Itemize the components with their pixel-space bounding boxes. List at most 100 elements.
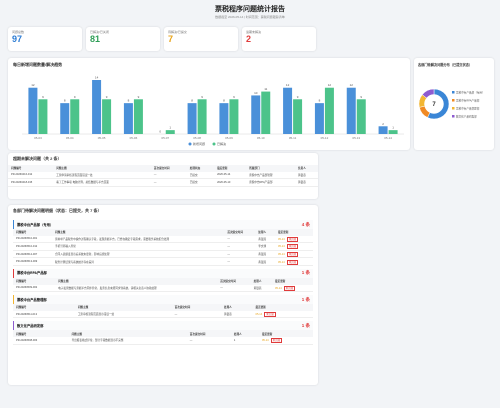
status-tag: 未回复 [286,236,299,242]
cell-text: PR-20260416-012 [11,173,33,177]
cell: — [224,235,256,244]
bar [356,99,366,134]
column-header: 负责人 [295,165,318,172]
legend-swatch [452,91,455,94]
table: 问题编号 问题主题 首次提交时间 处理人 最近更新 PR-20260510-001 票种单产… [13,229,313,266]
legend-swatch [188,142,192,146]
bar [165,130,175,134]
bar [102,99,112,134]
header-row: 问题编号 问题主题 首次提交时间 处理人 最近更新 [13,229,313,236]
column-header: 处理人 [220,304,253,311]
table-row: PR-20260416-012 工票申请审核流程页面错误一处 — 已提交 2026-05… [8,171,318,180]
table-row: PR-20260510-012 手机号码输入异常 — 李文博 05-14 未回复 [13,242,313,251]
x-tick-label: 05-03 [34,136,42,140]
cell-text: 05-14 [278,237,285,241]
cell-text: 合同入表额度显示后系统未更新，影响后续处理 [55,253,110,257]
dept-name: 数文化产品研发部 [17,323,44,328]
dept-count: 1 条 [301,322,310,328]
column-header: 问题编号 [8,165,54,172]
table-row: PR-20260513-009 税务计算结果与系统统计存在差异 — 黄银燕 05-14 未… [13,257,313,266]
x-tick-label: 05-14 [384,136,392,140]
cell: 票税中台产品部管理 [246,171,296,180]
cell-text: 05-14 [261,339,269,343]
bar [283,87,293,134]
data-label: 9 [233,95,235,99]
column-header: 问题主题 [55,277,218,285]
cell: 2026-05-10 [214,178,247,187]
cell-text: PR-20260510-012 [16,244,38,248]
cell: PR-20260511-013 [13,310,75,319]
bar [133,99,143,134]
table-row: PR-20260508-003 导出报表格式异常，部分字段数据显示不完整 — 1 05-… [13,336,313,345]
cell-text: — [227,244,230,248]
cell: 合同入表额度显示后系统未更新，影响后续处理 [52,250,225,259]
cell: 工票申请审核流程页面错误一处 [53,171,151,180]
bar [60,103,70,134]
chart-title: 每日新增问题数量/解决趋势 [13,61,62,67]
cell: PR-20260509-002 [13,284,56,293]
bar-panel: 每日新增问题数量/解决趋势 05-03 12 9 05-04 8 9 05-05 14 9 05-0… [8,58,410,150]
pie-total: 7 [432,102,436,108]
cell-text: 2026-05-10 [217,180,231,184]
column-header: 问题编号 [13,229,53,236]
column-header: 最近更新 [252,304,313,311]
cell: 2026-05-14 [214,171,247,180]
kpi-label: 问题总数 [12,30,25,34]
data-label: 1 [169,126,171,130]
legend-swatch [452,107,455,110]
pie-slice [419,105,431,118]
cell: 手机号码输入异常 [52,242,225,251]
pie-chart: 各部门待解决问题分布（已提交状态） 票税中台产品部（专用） 票税中台RPA产品部票税… [417,62,485,120]
table-row: PR-20260418-015 看了工作事项 电脑计算，总结数据与平台页面 — 已提交… [8,178,318,187]
data-label: 9 [42,95,44,99]
cell: 工票审核流程页面显示错误一处 [74,310,172,319]
pie-panel: 各部门待解决问题分布（已提交状态） 票税中台产品部（专用） 票税中台RPA产品部 票税… [414,58,494,150]
data-label: 2 [382,122,384,126]
cell-text: 税务计算结果与系统统计存在差异 [55,260,94,264]
bar [38,99,48,134]
cell: 05-14 未回复 [252,310,313,319]
legend-label: 新增问题 [193,141,205,146]
cell: — [217,284,251,293]
legend-swatch [452,99,455,102]
section-title: 超期未解决问题（共 2 条） [13,156,62,161]
chart-title: 各部门待解决问题分布（已提交状态） [417,62,472,67]
bar [92,80,102,134]
cell: 05-14 未回复 [275,235,313,244]
bar [388,130,398,134]
cell: 05-14 未回复 [272,284,313,293]
cell: 看了工作事项 电脑计算，总结数据与平台页面 [53,178,151,187]
pie-slice [421,88,435,99]
x-tick-label: 05-05 [98,136,106,140]
dept-name: 票税中台产品部（专用） [17,222,54,227]
cell-text: 黄银燕 [298,181,306,185]
dept-count: 1 条 [301,296,310,302]
cell-text: 李文博 [258,245,267,249]
cell-text: 电子发票数据与票据平台同步异常，发票信息未能同步到系统，请相关负责人协助处理 [58,286,157,290]
cell-text: 黄银燕 [258,237,267,241]
cell-text: PR-20260511-013 [16,312,38,316]
x-tick-label: 05-12 [321,136,329,140]
cell: PR-20260508-003 [13,336,69,345]
header-row: 问题编号 问题主题 首次提交时间 处理人 最近更新 [13,330,313,337]
kpi-card: 逾期未解决 2 [242,27,316,51]
cell: — [224,257,256,266]
cell-text: — [227,237,230,241]
kpi-value: 81 [90,34,101,44]
table-row: PR-20260509-002 电子发票数据与票据平台同步异常，发票信息未能同步到… [13,284,313,293]
table: 问题编号 问题主题 首次提交时间 处理状态 最后更新 所属部门 负责人 PR-20260416… [8,165,318,187]
column-header: 处理人 [255,229,276,236]
cell-text: 票税中台RPA产品部 [249,181,273,185]
column-header: 问题主题 [74,304,172,311]
data-label: 12 [286,83,290,87]
cell-text: PR-20260509-002 [16,286,38,290]
data-label: 14 [95,76,99,80]
cell-text: 手机号码输入异常 [55,245,76,249]
cell: 税务计算结果与系统统计存在差异 [52,257,225,266]
cell: 黄银燕 [220,310,253,319]
x-tick-label: 05-10 [257,136,265,140]
cell-text: 1 [233,338,236,342]
data-label: 9 [74,95,76,99]
cell: PR-20260513-009 [13,257,53,266]
data-label: 9 [360,95,362,99]
